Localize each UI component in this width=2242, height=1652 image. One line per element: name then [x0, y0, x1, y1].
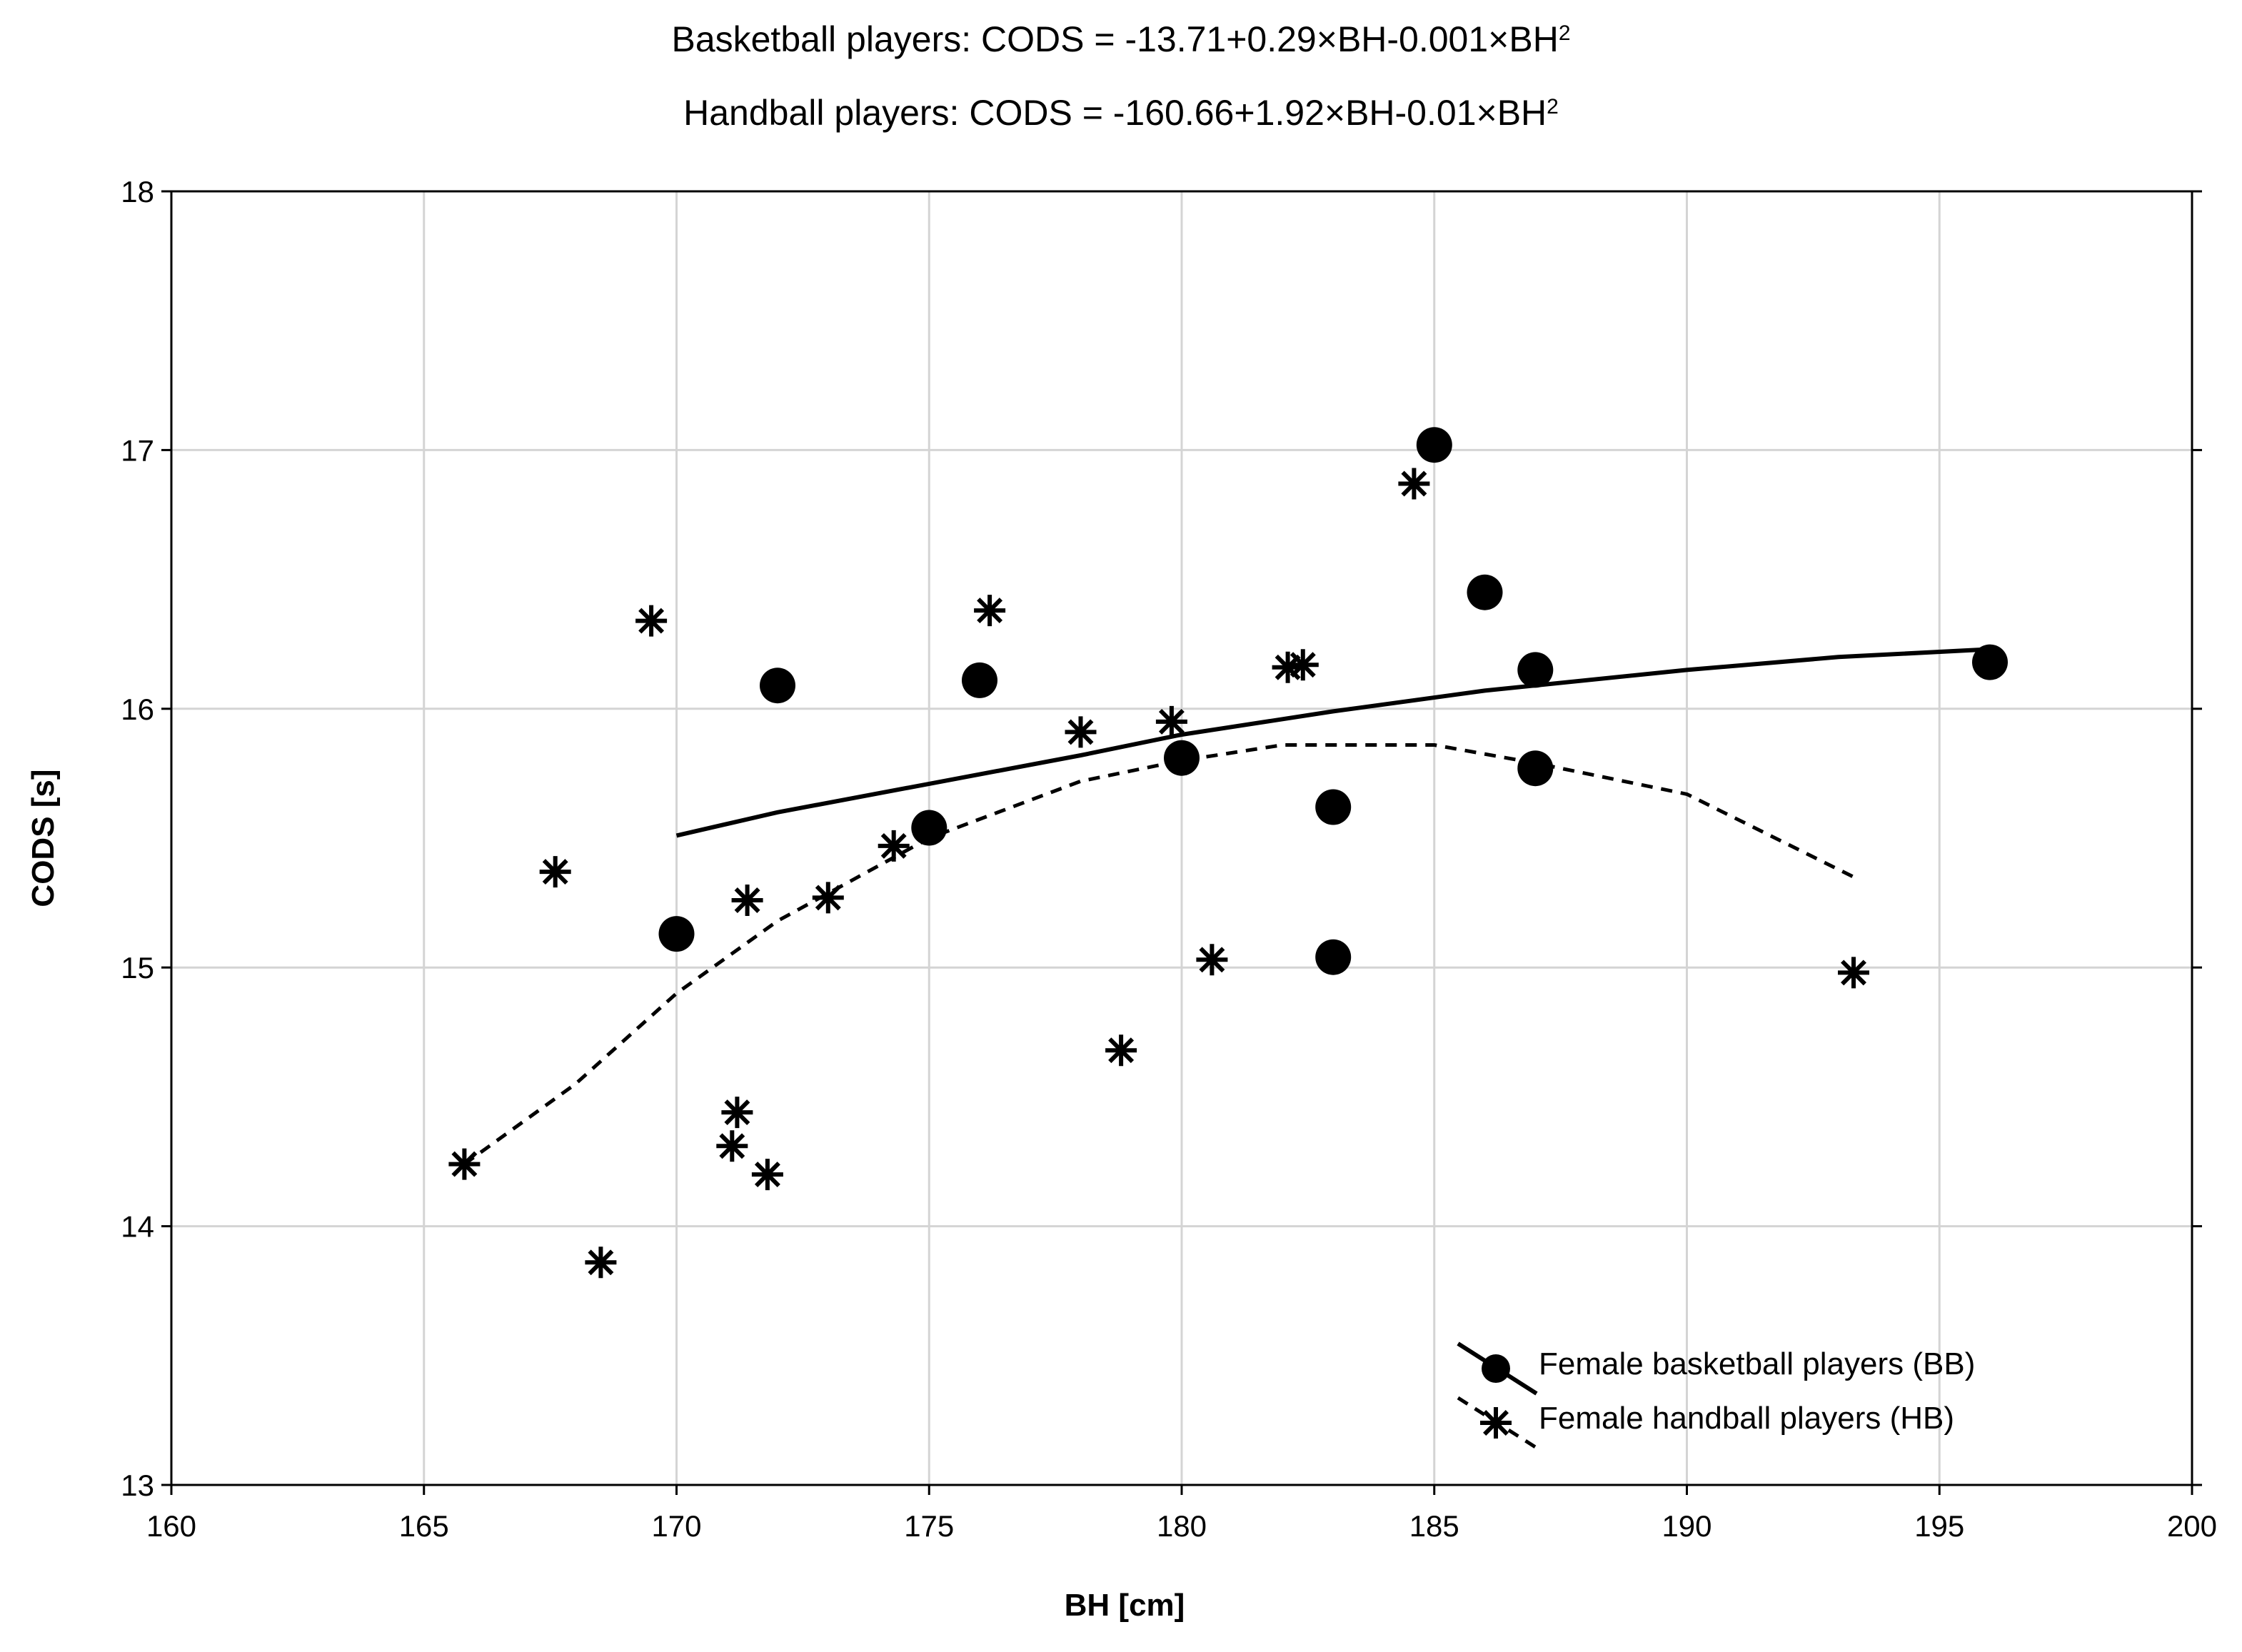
hb-data-point — [716, 1130, 748, 1162]
bb-data-point — [911, 810, 947, 846]
hb-data-point — [585, 1246, 617, 1279]
axis-ticks: 160 165 170 175 180 185 190 195 200 13 14 15 16 17 18 — [121, 175, 2217, 1543]
bb-data-point — [1517, 750, 1554, 787]
hb-data-point — [539, 856, 571, 888]
data-markers — [448, 427, 2008, 1279]
legend: Female basketball players (BB) Female ha… — [1457, 1341, 1975, 1450]
x-tick-label: 190 — [1662, 1509, 1711, 1543]
hb-data-point — [974, 595, 1006, 627]
hb-data-point — [1398, 468, 1430, 500]
hb-data-point — [812, 882, 844, 914]
x-tick-label: 185 — [1409, 1509, 1459, 1543]
legend-hb-marker — [1480, 1407, 1512, 1439]
y-tick-label: 18 — [121, 175, 154, 208]
hb-data-point — [751, 1159, 783, 1191]
y-axis-label: CODS [s] — [26, 769, 61, 907]
hb-data-point — [448, 1148, 481, 1180]
bb-fit-curve — [675, 647, 1991, 838]
bb-data-point — [1517, 652, 1554, 688]
x-tick-label: 170 — [651, 1509, 701, 1543]
hb-data-point — [721, 1097, 753, 1129]
bb-data-point — [1416, 427, 1452, 463]
x-tick-label: 195 — [1914, 1509, 1964, 1543]
bb-data-point — [760, 668, 795, 704]
bb-data-point — [962, 662, 997, 698]
bb-data-point — [1972, 644, 2008, 680]
chart-title-line-1: Basketball players: CODS = -13.71+0.29×B… — [671, 19, 1570, 59]
grid — [171, 191, 2192, 1485]
hb-data-point — [1105, 1034, 1137, 1067]
hb-data-point — [1155, 705, 1187, 737]
x-tick-label: 180 — [1157, 1509, 1207, 1543]
hb-data-point — [1287, 649, 1319, 681]
x-axis-label: BH [cm] — [1065, 1588, 1185, 1623]
hb-data-point — [731, 885, 763, 916]
bb-data-point — [1467, 574, 1503, 610]
chart-title-line-2: Handball players: CODS = -160.66+1.92×BH… — [683, 93, 1559, 133]
fit-curves — [463, 647, 1991, 1166]
hb-data-point — [1196, 944, 1228, 976]
bb-data-point — [658, 916, 695, 952]
hb-data-point — [878, 830, 910, 862]
legend-hb-label: Female handball players (HB) — [1539, 1401, 1954, 1436]
x-tick-label: 175 — [904, 1509, 954, 1543]
legend-bb-marker — [1482, 1354, 1510, 1383]
x-tick-label: 165 — [399, 1509, 449, 1543]
hb-data-point — [1065, 716, 1097, 748]
y-tick-label: 14 — [121, 1210, 154, 1244]
x-tick-label: 160 — [146, 1509, 196, 1543]
legend-bb-label: Female basketball players (BB) — [1539, 1346, 1975, 1381]
bb-data-point — [1315, 789, 1352, 825]
hb-fit-curve — [463, 743, 1855, 1166]
y-tick-label: 15 — [121, 951, 154, 984]
y-tick-label: 13 — [121, 1469, 154, 1502]
hb-data-point — [1838, 957, 1869, 989]
x-tick-label: 200 — [2167, 1509, 2217, 1543]
bb-data-point — [1315, 939, 1352, 975]
hb-data-point — [635, 605, 668, 637]
bb-data-point — [1164, 740, 1200, 776]
y-tick-label: 16 — [121, 692, 154, 726]
y-tick-label: 17 — [121, 433, 154, 467]
